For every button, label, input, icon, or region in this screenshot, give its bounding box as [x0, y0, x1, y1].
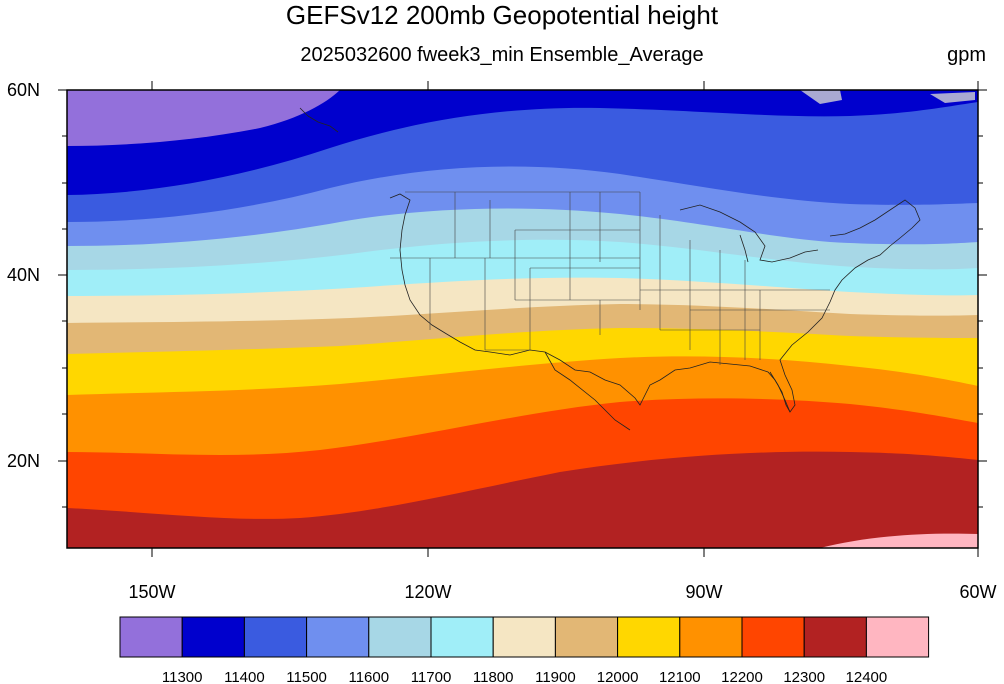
land-patch	[930, 92, 975, 103]
state-line	[390, 192, 830, 365]
colorbar-label: 12300	[783, 669, 825, 684]
chart-title: GEFSv12 200mb Geopotential height	[285, 0, 719, 30]
state-borders	[390, 191, 830, 365]
colorbar-swatch	[430, 616, 494, 658]
mexico-outline	[544, 351, 631, 431]
land-patch	[800, 90, 842, 104]
lon-label-120w: 120W	[404, 582, 451, 602]
colorbar-label: 11400	[224, 669, 265, 684]
colorbar-label: 12200	[721, 669, 763, 684]
colorbar-swatch	[119, 616, 183, 658]
colorbar-label: 11900	[535, 669, 576, 684]
band-below-11300	[67, 90, 340, 146]
chart-subtitle: 2025032600 fweek3_min Ensemble_Average	[300, 44, 704, 66]
tick-marks	[58, 81, 987, 557]
colorbar-swatch	[306, 616, 370, 658]
colorbar-swatch	[243, 616, 308, 658]
lat-label-20n: 20N	[7, 451, 40, 471]
colorbar-swatch	[181, 616, 245, 658]
lon-label-90w: 90W	[685, 582, 722, 602]
lat-label-60n: 60N	[7, 80, 40, 100]
great-lakes-outline	[679, 204, 819, 263]
colorbar-label: 11600	[348, 669, 389, 684]
colorbar-swatch	[368, 616, 432, 658]
colorbar-label: 12000	[597, 669, 639, 684]
lon-label-150w: 150W	[128, 582, 175, 602]
lat-label-40n: 40N	[7, 265, 40, 285]
colorbar-label: 11800	[473, 669, 514, 684]
units-label: gpm	[947, 44, 986, 66]
lon-label-60w: 60W	[959, 582, 996, 602]
colorbar-swatch	[554, 616, 619, 658]
colorbar-label: 11500	[286, 669, 327, 684]
colorbar-swatch	[741, 616, 805, 658]
colorbar-swatch	[803, 616, 867, 658]
colorbar-label: 11700	[411, 669, 452, 684]
contour-fill	[67, 90, 978, 548]
coastlines	[299, 107, 921, 431]
colorbar-swatch	[492, 616, 556, 658]
colorbar-swatch	[617, 616, 681, 658]
colorbar: 11300 11400 11500 11600 11700 11800 11900 12000…	[119, 616, 930, 684]
colorbar-swatch	[865, 616, 930, 658]
plot-frame	[66, 89, 979, 549]
colorbar-label: 12100	[659, 669, 701, 684]
colorbar-label: 12400	[846, 669, 888, 684]
band-above-12400	[820, 533, 978, 548]
north-america-outline	[299, 107, 921, 413]
colorbar-label: 11300	[162, 669, 203, 684]
florida-outline	[769, 371, 791, 413]
colorbar-swatch	[679, 616, 743, 658]
